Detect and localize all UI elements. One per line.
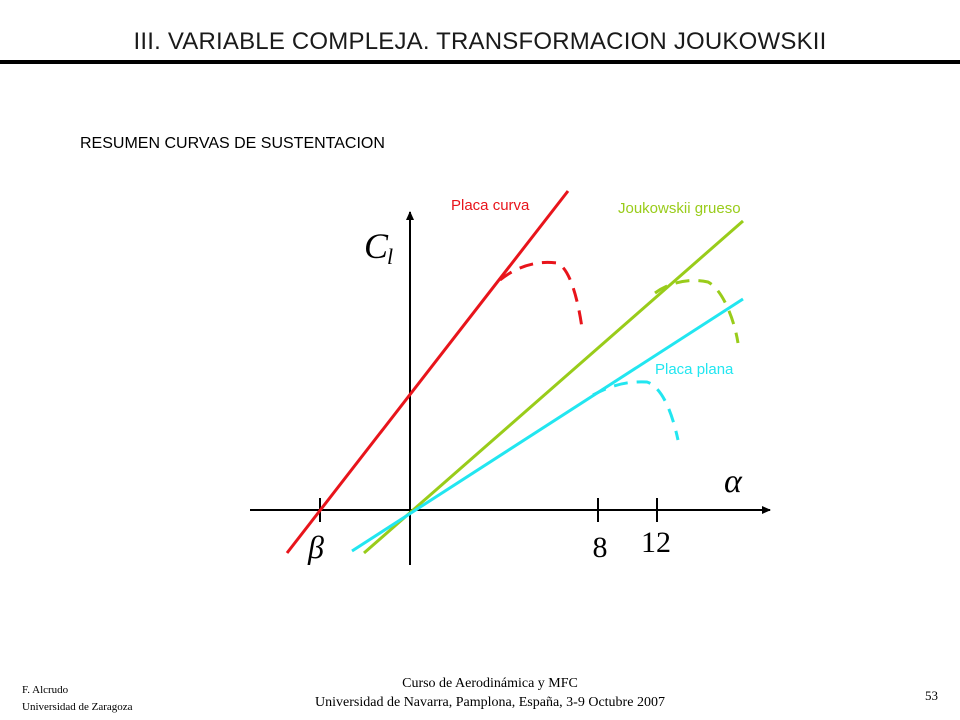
joukowskii-grueso-label: Joukowskii grueso bbox=[618, 200, 741, 217]
joukowskii-grueso-line bbox=[363, 219, 744, 555]
alpha-axis-symbol: α bbox=[724, 463, 743, 500]
slide-title: III. VARIABLE COMPLEJA. TRANSFORMACION J… bbox=[133, 28, 827, 55]
placa-plana-stall-curve bbox=[592, 380, 680, 441]
tick-label-12: 12 bbox=[641, 526, 671, 559]
placa-plana-line bbox=[351, 297, 744, 553]
placa-curva-line bbox=[285, 190, 570, 554]
title-divider bbox=[0, 60, 960, 64]
placa-plana-label: Placa plana bbox=[655, 361, 734, 378]
footer-author-block: F. Alcrudo Universidad de Zaragoza bbox=[22, 682, 133, 716]
joukowskii-grueso-stall-curve bbox=[654, 278, 740, 344]
section-subtitle: RESUMEN CURVAS DE SUSTENTACION bbox=[80, 135, 385, 152]
footer-author: F. Alcrudo bbox=[22, 684, 69, 696]
placa-curva-label: Placa curva bbox=[451, 197, 530, 214]
tick-label-8: 8 bbox=[593, 531, 608, 564]
cl-axis-subscript: l bbox=[387, 244, 393, 269]
placa-curva-stall-curve bbox=[499, 260, 584, 329]
footer-course-block: Curso de Aerodinámica y MFC Universidad … bbox=[240, 674, 740, 712]
cl-axis-symbol: C bbox=[364, 226, 389, 266]
footer-institution: Universidad de Zaragoza bbox=[22, 701, 133, 713]
page-number: 53 bbox=[925, 688, 938, 703]
beta-symbol: β bbox=[307, 529, 324, 565]
footer-venue: Universidad de Navarra, Pamplona, España… bbox=[315, 695, 665, 710]
footer-course: Curso de Aerodinámica y MFC bbox=[402, 676, 578, 691]
